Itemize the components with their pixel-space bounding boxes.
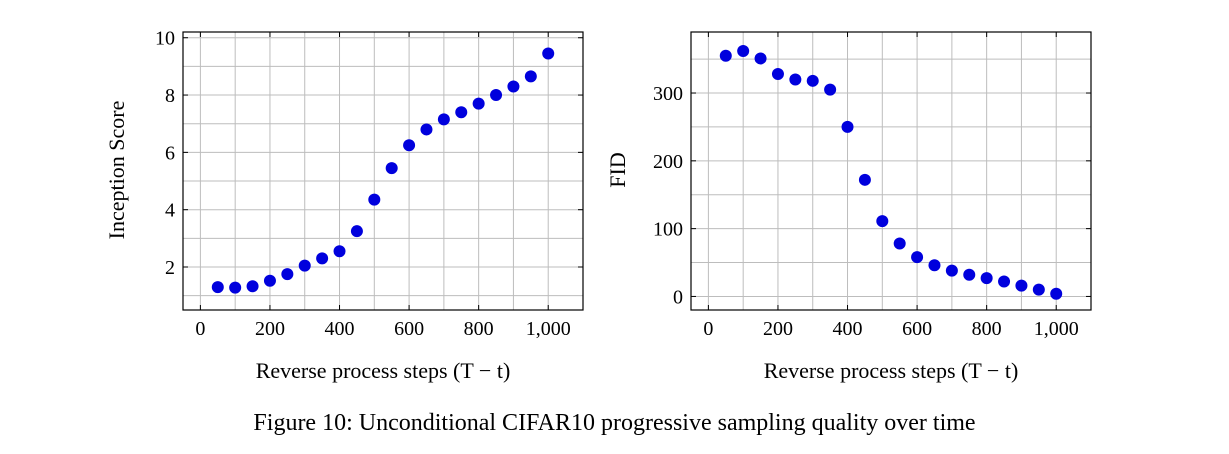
fid-point	[911, 251, 924, 264]
fid-point	[876, 215, 889, 228]
inception-score-point	[385, 162, 398, 175]
figure: 0 200 400 600 800 1,000 2 4 6 8 10 Reverse process…	[104, 28, 1092, 383]
inception-score-point	[542, 47, 555, 60]
inception-score-point	[437, 113, 450, 126]
inception-score-point	[263, 274, 276, 287]
fid-point	[858, 173, 871, 186]
inception-score-xtick-label: 400	[325, 318, 355, 340]
fid-point	[1032, 283, 1045, 296]
inception-score-xtick-label: 200	[255, 318, 285, 340]
fid-xtick-label: 400	[833, 318, 863, 340]
inception-score-plot: 0 200 400 600 800 1,000 2 4 6 8 10 Reverse process…	[104, 28, 584, 383]
fid-point	[754, 52, 767, 65]
inception-score-point	[368, 193, 381, 206]
fid-point	[1015, 279, 1028, 292]
inception-score-point	[350, 225, 363, 238]
inception-score-point	[490, 89, 503, 102]
fid-plot: 0 200 400 600 800 1,000 0 100 200 300 Reverse pro…	[605, 31, 1092, 383]
fid-ytick-label: 0	[673, 286, 683, 308]
fid-ytick-label: 200	[653, 151, 683, 173]
inception-score-frame	[182, 31, 584, 311]
fid-ytick-label: 300	[653, 83, 683, 105]
fid-point	[1050, 287, 1063, 300]
inception-score-point	[246, 280, 259, 293]
figure-caption: Figure 10: Unconditional CIFAR10 progres…	[253, 410, 976, 436]
fid-xtick-label: 600	[902, 318, 932, 340]
fid-xlabel: Reverse process steps (T − t)	[764, 358, 1019, 383]
inception-score-xtick-label: 800	[464, 318, 494, 340]
fid-point	[806, 74, 819, 87]
fid-xtick-label: 800	[972, 318, 1002, 340]
fid-point	[771, 68, 784, 81]
fid-xtick-label: 1,000	[1034, 318, 1079, 340]
fid-point	[824, 83, 837, 96]
inception-score-point	[472, 97, 485, 110]
fid-point	[719, 49, 732, 62]
fid-xtick-label: 0	[703, 318, 713, 340]
inception-score-points	[211, 47, 555, 294]
fid-points	[719, 44, 1063, 300]
inception-score-point	[281, 268, 294, 281]
inception-score-point	[403, 139, 416, 152]
fid-point	[963, 268, 976, 281]
inception-score-ytick-label: 10	[155, 28, 175, 50]
inception-score-xtick-label: 600	[394, 318, 424, 340]
inception-score-grid	[183, 32, 583, 310]
inception-score-point	[229, 281, 242, 294]
fid-axes: 0 200 400 600 800 1,000 0 100 200 300	[653, 31, 1092, 340]
inception-score-axes: 0 200 400 600 800 1,000 2 4 6 8 10	[155, 28, 584, 340]
inception-score-point	[455, 106, 468, 119]
inception-score-ytick-label: 6	[165, 142, 175, 164]
inception-score-ytick-label: 2	[165, 257, 175, 279]
fid-xtick-label: 200	[763, 318, 793, 340]
inception-score-xlabel: Reverse process steps (T − t)	[256, 358, 511, 383]
fid-ytick-label: 100	[653, 219, 683, 241]
inception-score-point	[507, 80, 520, 93]
fid-point	[980, 272, 993, 285]
fid-point	[928, 259, 941, 272]
inception-score-point	[211, 281, 224, 294]
fid-point	[998, 275, 1011, 288]
fid-point	[945, 264, 958, 277]
fid-ylabel: FID	[605, 152, 630, 187]
inception-score-xtick-label: 1,000	[526, 318, 571, 340]
inception-score-point	[333, 245, 346, 258]
inception-score-ytick-label: 8	[165, 85, 175, 107]
fid-grid	[691, 32, 1091, 310]
inception-score-point	[524, 70, 537, 83]
inception-score-point	[298, 259, 311, 272]
inception-score-xtick-label: 0	[195, 318, 205, 340]
inception-score-ytick-label: 4	[165, 200, 175, 222]
fid-point	[789, 73, 802, 86]
inception-score-ylabel: Inception Score	[104, 101, 129, 240]
fid-point	[841, 120, 854, 133]
fid-frame	[690, 31, 1092, 311]
inception-score-point	[420, 123, 433, 136]
fid-point	[737, 44, 750, 57]
inception-score-point	[316, 252, 329, 265]
fid-point	[893, 237, 906, 250]
